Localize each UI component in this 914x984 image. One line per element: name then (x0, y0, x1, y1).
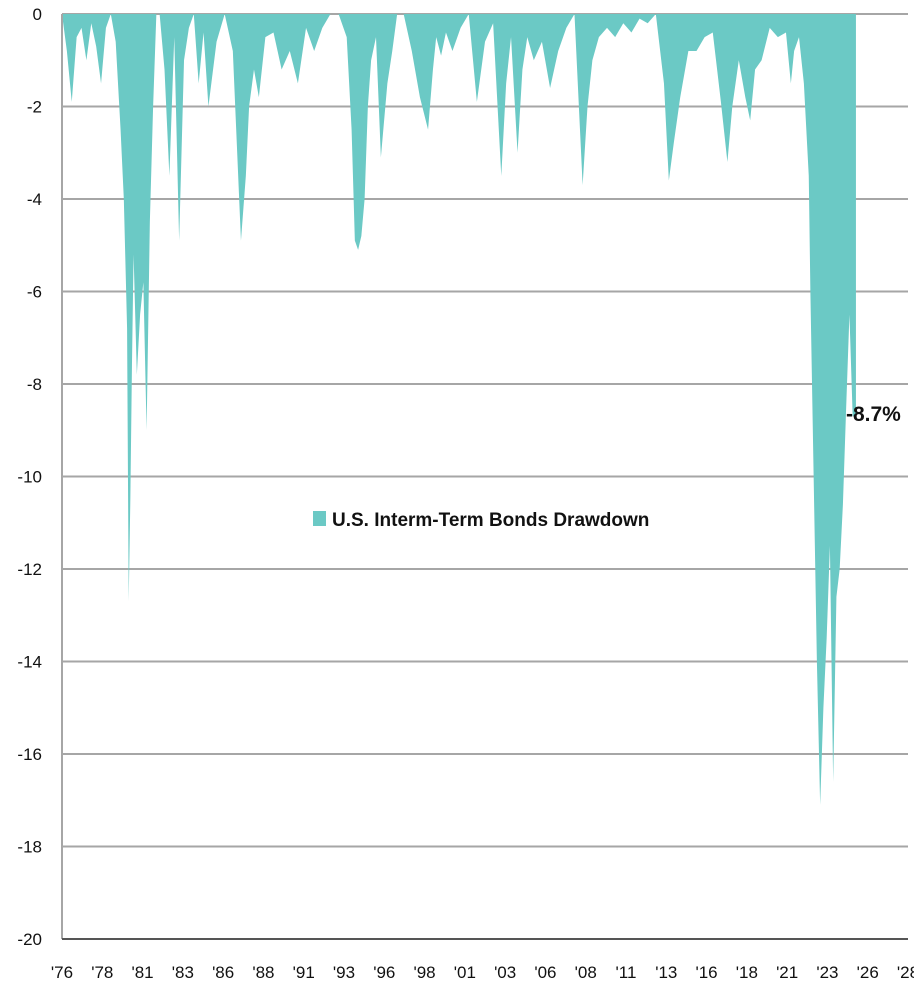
latest-drawdown-label: -8.7% (846, 403, 901, 426)
x-tick-label: '78 (91, 963, 113, 982)
x-tick-label: '93 (333, 963, 355, 982)
x-tick-label: '76 (51, 963, 73, 982)
x-tick-label: '18 (736, 963, 758, 982)
x-tick-label: '03 (494, 963, 516, 982)
x-tick-label: '28 (897, 963, 914, 982)
axis-layer: 0 -2 -4 -6 -8 -10 -12 -14 -16 -18 -20 '76 '78 '81 '83 '… (17, 5, 914, 982)
y-tick-label: -16 (17, 745, 42, 764)
area-layer (62, 14, 856, 805)
legend: U.S. Interm-Term Bonds Drawdown (313, 510, 649, 531)
x-tick-label: '83 (172, 963, 194, 982)
y-tick-label: -6 (27, 283, 42, 302)
drawdown-area-series-0 (62, 14, 856, 805)
legend-swatch (313, 511, 326, 526)
x-tick-label: '98 (413, 963, 435, 982)
y-tick-label: 0 (33, 5, 42, 24)
x-tick-label: '91 (293, 963, 315, 982)
x-tick-label: '96 (373, 963, 395, 982)
x-tick-label: '21 (776, 963, 798, 982)
x-tick-label: '16 (695, 963, 717, 982)
legend-label: U.S. Interm-Term Bonds Drawdown (332, 510, 649, 531)
y-tick-label: -14 (17, 653, 42, 672)
grid-layer (62, 13, 908, 940)
x-tick-label: '86 (212, 963, 234, 982)
y-tick-label: -10 (17, 468, 42, 487)
y-tick-label: -8 (27, 375, 42, 394)
x-tick-label: '23 (816, 963, 838, 982)
x-tick-label: '88 (252, 963, 274, 982)
x-tick-label: '81 (131, 963, 153, 982)
x-tick-label: '01 (454, 963, 476, 982)
x-tick-label: '13 (655, 963, 677, 982)
y-tick-label: -18 (17, 838, 42, 857)
x-tick-label: '06 (534, 963, 556, 982)
x-tick-label: '26 (857, 963, 879, 982)
y-tick-label: -2 (27, 98, 42, 117)
y-tick-label: -4 (27, 190, 42, 209)
y-tick-label: -12 (17, 560, 42, 579)
y-tick-label: -20 (17, 930, 42, 949)
x-tick-label: '11 (616, 963, 637, 982)
x-tick-label: '08 (575, 963, 597, 982)
annotation-layer: -8.7% (846, 403, 901, 426)
